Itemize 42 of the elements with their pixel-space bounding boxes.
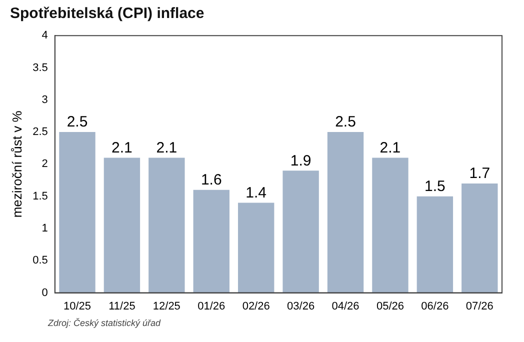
data-label: 1.9 <box>290 152 312 170</box>
x-tick-label: 07/26 <box>466 300 494 312</box>
chart-title: Spotřebitelská (CPI) inflace <box>10 5 204 22</box>
y-tick-label: 3.5 <box>32 62 48 74</box>
y-tick-label: 2 <box>42 158 48 170</box>
bar <box>193 190 230 293</box>
data-label: 1.6 <box>200 172 222 189</box>
y-tick-label: 0.5 <box>32 254 48 267</box>
data-label: 2.5 <box>335 114 356 131</box>
data-label: 2.5 <box>66 114 88 131</box>
y-tick-label: 4 <box>42 30 48 42</box>
bar <box>372 158 408 293</box>
x-tick-label: 11/25 <box>108 300 136 312</box>
x-tick-label: 06/26 <box>421 300 449 312</box>
x-tick-label: 12/25 <box>152 300 180 312</box>
bar <box>462 183 498 293</box>
bar <box>104 158 140 293</box>
x-tick-label: 02/26 <box>242 300 270 312</box>
bar <box>59 132 96 293</box>
x-tick-label: 10/25 <box>63 300 92 312</box>
data-label: 1.4 <box>246 184 267 202</box>
x-tick-label: 04/26 <box>332 300 360 312</box>
data-label: 2.1 <box>380 139 401 156</box>
text: Zdroj: Český statistický úřad <box>48 318 161 328</box>
data-label: 1.5 <box>424 178 446 195</box>
y-tick-label: 3 <box>42 94 48 106</box>
bar <box>416 196 454 293</box>
x-tick-label: 01/26 <box>198 300 226 312</box>
y-tick-label: 1 <box>42 222 48 235</box>
y-axis-title: meziroční růst v % <box>9 110 24 218</box>
y-tick-label: 2.5 <box>32 126 48 138</box>
data-label: 2.1 <box>112 139 132 156</box>
data-label: 2.1 <box>156 139 178 156</box>
y-tick-label: 0 <box>42 286 48 299</box>
bar <box>327 132 364 293</box>
x-tick-label: 05/26 <box>376 300 404 312</box>
x-tick-label: 03/26 <box>287 300 315 312</box>
bar <box>282 170 319 293</box>
bar <box>238 202 274 293</box>
y-tick-label: 1.5 <box>32 190 48 202</box>
data-label: 1.7 <box>469 165 490 182</box>
bar <box>148 158 185 293</box>
